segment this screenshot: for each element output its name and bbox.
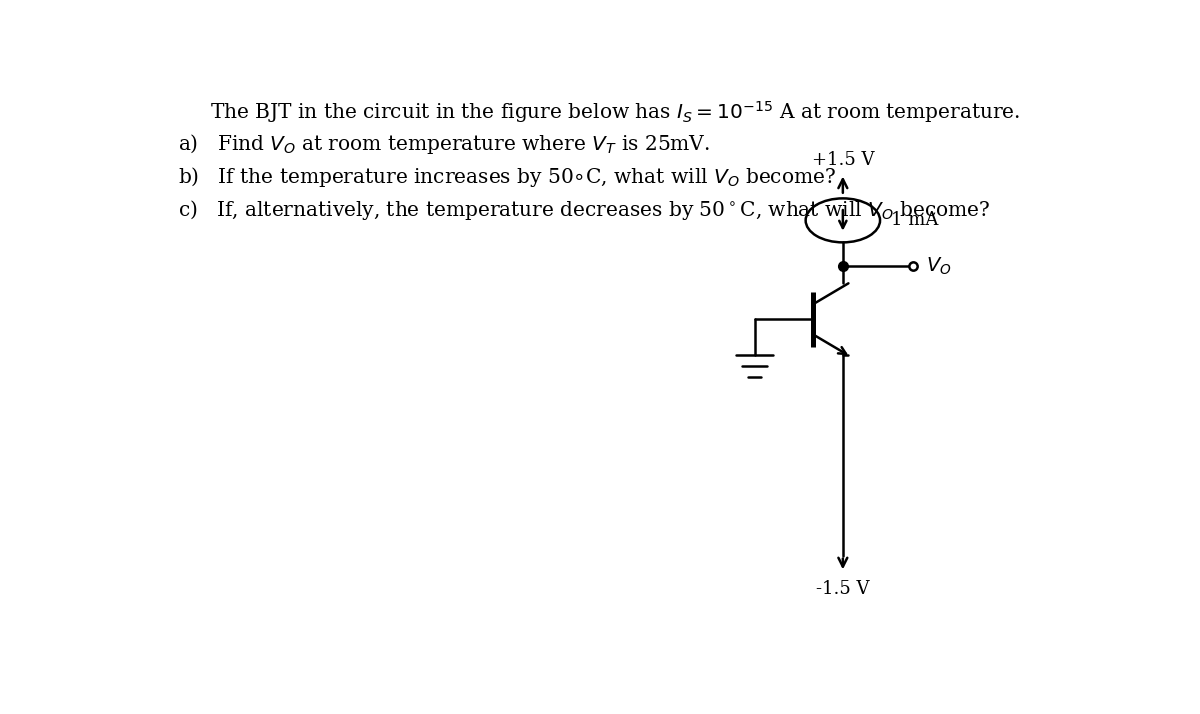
Text: +1.5 V: +1.5 V bbox=[811, 151, 874, 169]
Text: The BJT in the circuit in the figure below has $I_S = 10^{-15}$ A at room temper: The BJT in the circuit in the figure bel… bbox=[210, 99, 1020, 126]
Text: c)   If, alternatively, the temperature decreases by 50$^\circ$C, what will $V_O: c) If, alternatively, the temperature de… bbox=[178, 198, 990, 222]
Text: a)   Find $V_O$ at room temperature where $V_T$ is 25mV.: a) Find $V_O$ at room temperature where … bbox=[178, 132, 710, 156]
Text: 1 mA: 1 mA bbox=[892, 211, 938, 229]
Text: -1.5 V: -1.5 V bbox=[816, 580, 870, 598]
Text: $V_O$: $V_O$ bbox=[925, 256, 952, 276]
Text: b)   If the temperature increases by 50$\circ$C, what will $V_O$ become?: b) If the temperature increases by 50$\c… bbox=[178, 166, 836, 189]
